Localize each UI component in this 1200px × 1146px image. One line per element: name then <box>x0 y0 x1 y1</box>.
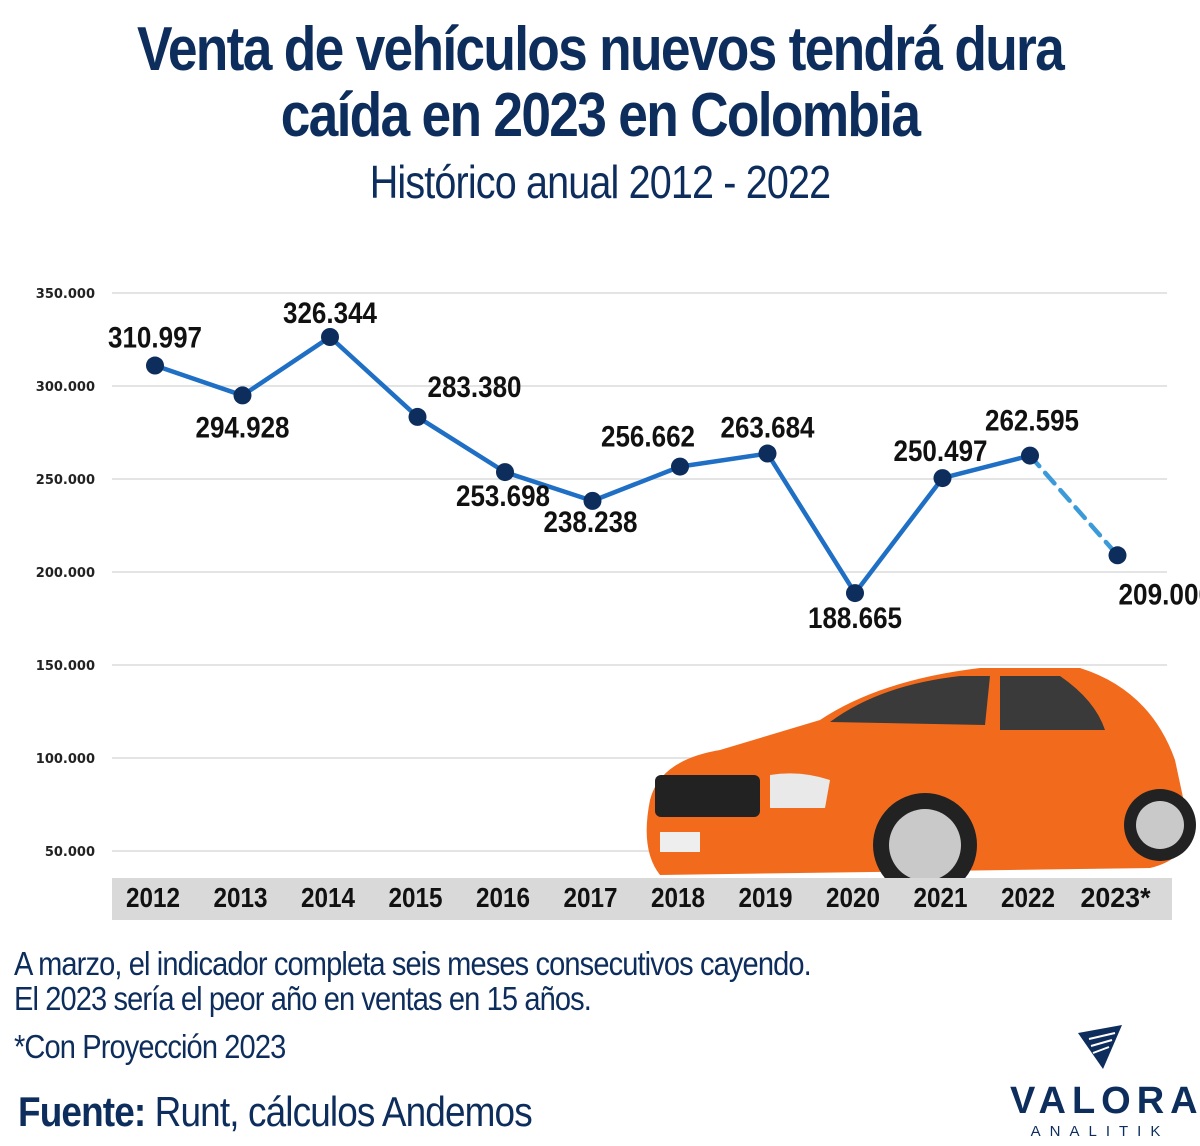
x-tick-label: 2021 <box>914 882 968 913</box>
data-point <box>846 584 864 603</box>
note-line-2: El 2023 sería el peor año en ventas en 1… <box>14 980 592 1017</box>
line-segment <box>590 464 683 504</box>
data-label: 262.595 <box>985 405 1079 438</box>
title-line-1: Venta de vehículos nuevos tendrá dura <box>136 15 1065 84</box>
data-label: 209.000 * <box>1119 578 1200 611</box>
data-label: 294.928 <box>196 411 290 444</box>
data-point <box>671 457 689 476</box>
data-label: 310.997 <box>108 322 202 355</box>
x-tick-label: 2022 <box>1001 882 1055 913</box>
y-tick-label: 300.000 <box>36 380 95 395</box>
x-tick-label: 2017 <box>564 882 618 913</box>
line-segment <box>502 469 595 504</box>
x-tick-label: 2020 <box>826 882 880 913</box>
line-chart: 50.000 100.000 150.000 200.000 250.000 300.00… <box>36 287 1200 920</box>
source: Fuente: Runt, cálculos Andemos <box>18 1088 533 1136</box>
data-label: 253.698 <box>456 480 550 513</box>
line-segment <box>677 451 770 469</box>
x-tick-label: 2019 <box>739 882 793 913</box>
data-point <box>408 407 427 426</box>
projection-segment <box>1027 453 1120 558</box>
y-tick-label: 150.000 <box>36 659 95 674</box>
data-point <box>233 386 252 405</box>
x-tick-label: 2018 <box>651 882 705 913</box>
y-tick-label: 50.000 <box>45 845 95 860</box>
data-point <box>146 356 164 375</box>
logo-name: VALORA <box>1010 1080 1200 1122</box>
data-point <box>496 463 514 482</box>
data-point <box>1108 546 1127 565</box>
y-tick-label: 100.000 <box>36 752 95 767</box>
line-segment <box>852 475 945 596</box>
line-segment <box>415 414 508 475</box>
line-segment <box>152 363 245 398</box>
y-tick-label: 200.000 <box>36 566 95 581</box>
x-tick-label: 2013 <box>214 882 268 913</box>
line-segment <box>327 334 420 420</box>
x-tick-label: 2023* <box>1081 882 1151 913</box>
valora-analitik-logo: VALORA ANALITIK <box>1010 1025 1200 1140</box>
y-tick-label: 250.000 <box>36 473 95 488</box>
line-segment <box>240 334 333 398</box>
data-point <box>583 491 602 510</box>
data-label: 263.684 <box>721 412 815 445</box>
projection-note: *Con Proyección 2023 <box>14 1028 286 1065</box>
x-tick-label: 2012 <box>126 882 180 913</box>
data-point <box>321 328 339 347</box>
source-text: Runt, cálculos Andemos <box>145 1088 533 1135</box>
data-point <box>1021 446 1039 465</box>
car-illustration <box>646 668 1196 897</box>
y-tick-label: 350.000 <box>36 287 95 302</box>
data-label: 188.665 <box>808 602 902 635</box>
data-label: 250.497 <box>894 435 988 468</box>
note-line-1: A marzo, el indicador completa seis mese… <box>14 945 812 982</box>
logo-sub: ANALITIK <box>1030 1123 1170 1140</box>
data-point <box>758 444 777 463</box>
x-tick-label: 2015 <box>389 882 443 913</box>
data-label: 283.380 <box>428 371 522 404</box>
data-label: 326.344 <box>283 297 377 330</box>
x-axis-band <box>112 878 1172 920</box>
line-segment <box>765 451 858 596</box>
title-line-2: caída en 2023 en Colombia <box>280 81 921 150</box>
data-label: 238.238 <box>544 506 638 539</box>
data-point <box>933 469 952 488</box>
source-label: Fuente: <box>18 1088 146 1135</box>
x-tick-label: 2014 <box>301 882 355 913</box>
x-tick-label: 2016 <box>476 882 530 913</box>
data-label: 256.662 <box>601 421 695 454</box>
line-segment <box>940 453 1033 481</box>
wing-icon <box>1078 1025 1122 1069</box>
subtitle: Histórico anual 2012 - 2022 <box>369 156 831 208</box>
